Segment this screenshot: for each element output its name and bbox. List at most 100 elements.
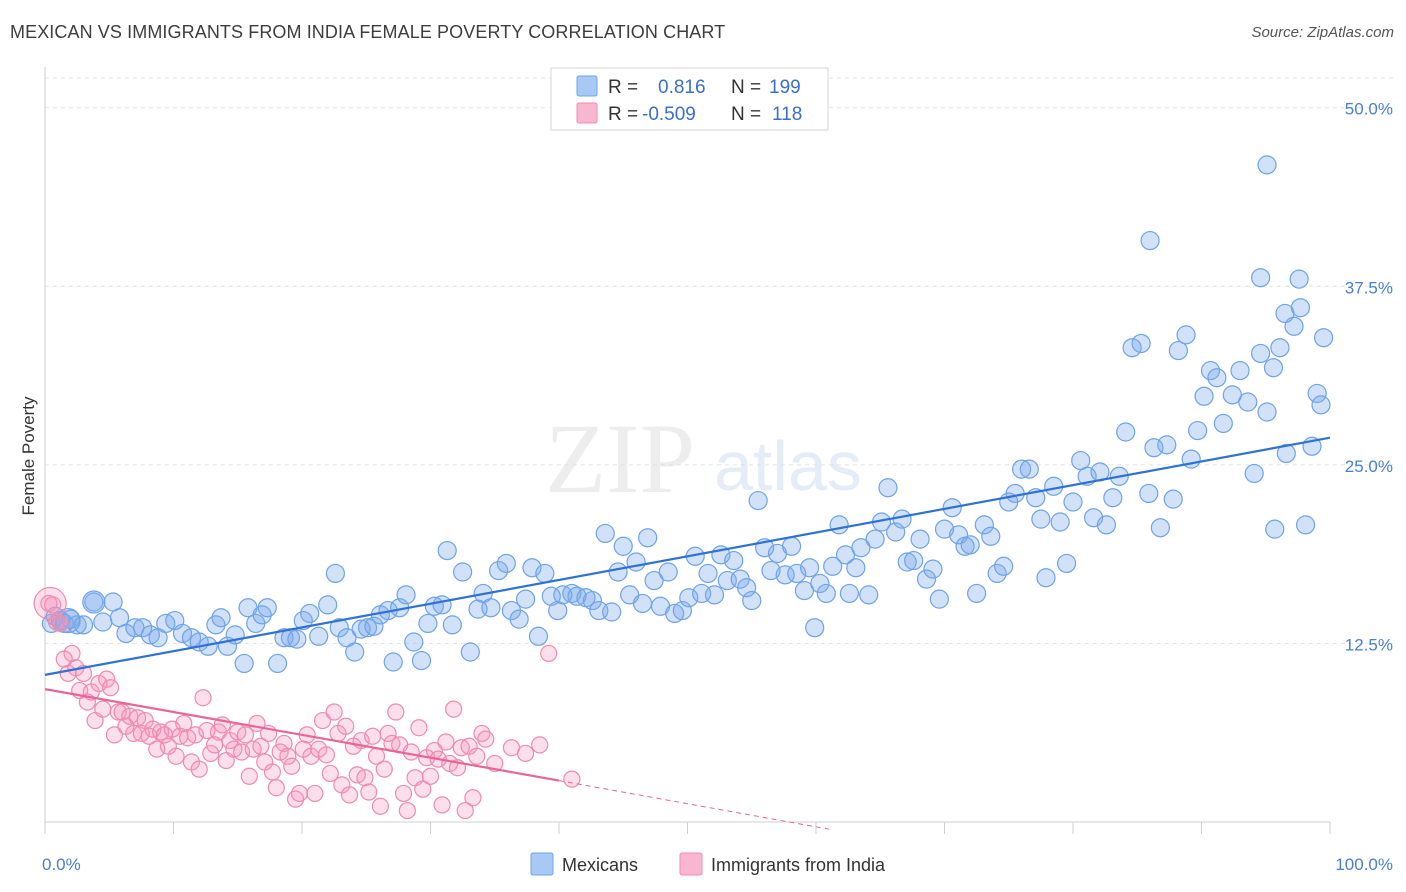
data-point bbox=[960, 535, 980, 555]
data-point bbox=[658, 562, 678, 582]
data-point bbox=[535, 563, 555, 584]
data-point bbox=[421, 767, 440, 785]
data-point bbox=[737, 578, 757, 598]
data-point bbox=[360, 783, 378, 801]
data-point bbox=[582, 590, 603, 611]
data-point bbox=[356, 769, 374, 787]
data-point bbox=[1116, 422, 1136, 442]
data-point bbox=[398, 801, 416, 820]
legend-swatch-mexicans bbox=[576, 75, 598, 97]
data-point bbox=[810, 573, 830, 594]
data-point bbox=[1207, 368, 1227, 388]
data-point bbox=[531, 736, 549, 754]
data-point bbox=[364, 616, 384, 636]
data-point bbox=[892, 509, 912, 529]
chart-title: MEXICAN VS IMMIGRANTS FROM INDIA FEMALE … bbox=[10, 22, 726, 42]
data-point bbox=[287, 629, 307, 649]
data-point bbox=[167, 747, 185, 765]
data-point bbox=[1289, 269, 1309, 289]
data-point bbox=[1270, 338, 1290, 358]
y-tick-label: 25.0% bbox=[1345, 457, 1393, 476]
series-india bbox=[33, 586, 581, 820]
data-point bbox=[175, 714, 193, 733]
legend-r-label-0: R = bbox=[608, 77, 638, 98]
data-point bbox=[981, 526, 1001, 546]
data-point bbox=[761, 560, 781, 581]
data-point bbox=[1176, 325, 1196, 345]
data-point bbox=[916, 569, 937, 589]
data-point bbox=[987, 563, 1007, 584]
data-point bbox=[345, 642, 365, 662]
bottom-legend: Mexicans Immigrants from India bbox=[530, 852, 886, 876]
data-point bbox=[453, 562, 473, 582]
data-point bbox=[528, 626, 549, 646]
data-point bbox=[1200, 360, 1221, 381]
data-point bbox=[1163, 489, 1183, 509]
data-point bbox=[562, 583, 582, 604]
data-point bbox=[194, 689, 212, 707]
legend-n-label-1: N = bbox=[731, 104, 761, 125]
data-point bbox=[1005, 483, 1025, 504]
axes bbox=[44, 67, 1331, 834]
data-point bbox=[665, 603, 685, 624]
data-point bbox=[442, 615, 462, 635]
data-point bbox=[396, 585, 416, 605]
data-point bbox=[1222, 385, 1242, 405]
data-point bbox=[464, 789, 482, 807]
data-point bbox=[275, 734, 293, 753]
data-point bbox=[602, 602, 622, 622]
data-point bbox=[1050, 512, 1070, 532]
data-point bbox=[211, 608, 231, 628]
data-point bbox=[84, 592, 104, 612]
data-point bbox=[923, 559, 943, 579]
data-point bbox=[411, 650, 432, 671]
data-point bbox=[1238, 392, 1258, 412]
data-point bbox=[313, 711, 332, 730]
data-point bbox=[934, 519, 955, 539]
data-point bbox=[402, 743, 420, 761]
data-point bbox=[878, 478, 898, 498]
data-point bbox=[445, 700, 463, 718]
data-point bbox=[1063, 492, 1083, 512]
data-point bbox=[865, 529, 885, 549]
data-point bbox=[1056, 553, 1077, 574]
data-point bbox=[371, 797, 389, 815]
data-point bbox=[337, 717, 355, 735]
data-point bbox=[742, 590, 762, 611]
data-point bbox=[375, 760, 393, 778]
data-point bbox=[835, 545, 856, 565]
data-point bbox=[829, 515, 849, 535]
data-point bbox=[1096, 515, 1117, 535]
source-label: Source: ZipAtlas.com bbox=[1251, 24, 1394, 41]
data-point bbox=[1311, 395, 1331, 415]
data-point bbox=[1188, 420, 1208, 441]
data-point bbox=[63, 644, 81, 663]
data-point bbox=[318, 595, 338, 615]
x-tick-labels: 0.0% 100.0% bbox=[42, 855, 1393, 874]
data-point bbox=[724, 550, 744, 571]
data-point bbox=[1122, 338, 1142, 358]
data-point bbox=[133, 618, 153, 638]
data-point bbox=[967, 583, 987, 604]
data-point bbox=[283, 757, 301, 775]
data-point bbox=[704, 585, 725, 605]
data-point bbox=[846, 558, 866, 578]
data-point bbox=[383, 652, 403, 672]
y-tick-labels: 12.5% 25.0% 37.5% 50.0% bbox=[1345, 100, 1393, 655]
data-point bbox=[748, 490, 768, 511]
data-point bbox=[317, 746, 336, 764]
bottom-legend-swatch-mexicans bbox=[530, 852, 554, 876]
data-point bbox=[608, 562, 628, 582]
data-point bbox=[1139, 483, 1159, 504]
data-point bbox=[267, 779, 285, 797]
bottom-legend-india: Immigrants from India bbox=[711, 855, 886, 875]
data-point bbox=[437, 733, 455, 751]
data-point bbox=[94, 700, 112, 718]
data-point bbox=[82, 590, 106, 614]
data-point bbox=[267, 653, 288, 674]
data-point bbox=[1019, 459, 1039, 479]
data-point bbox=[929, 589, 949, 609]
data-point bbox=[632, 593, 653, 614]
data-point bbox=[1103, 488, 1123, 508]
data-point bbox=[904, 550, 924, 571]
